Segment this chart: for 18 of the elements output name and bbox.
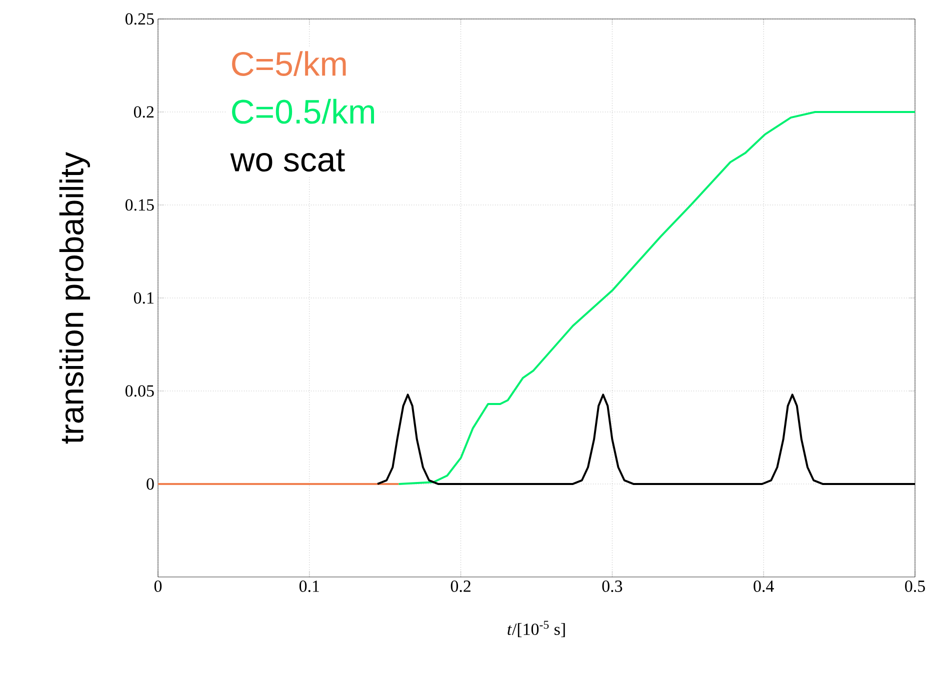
x-tick-label: 0.1 bbox=[299, 580, 319, 592]
y-tick-label: 0.25 bbox=[125, 13, 154, 25]
x-tick-label: 0.5 bbox=[905, 580, 925, 592]
y-axis-title: transition probability bbox=[59, 152, 90, 444]
text: C=5/km bbox=[232, 51, 346, 76]
text: C=0.5/km bbox=[232, 98, 374, 124]
x-tick-label: 0.3 bbox=[602, 580, 622, 592]
y-tick-label: 0.05 bbox=[125, 385, 154, 397]
x-tick-label: 0.4 bbox=[754, 580, 774, 592]
text: wo scat bbox=[230, 149, 345, 172]
y-tick-label: 0.2 bbox=[134, 106, 154, 118]
y-tick-label: 0 bbox=[146, 478, 154, 490]
y-tick-label: 0.15 bbox=[125, 199, 154, 211]
x-tick-label: 0 bbox=[154, 580, 162, 592]
x-axis-title: t/[10$^{-5}$ s] bbox=[508, 620, 565, 638]
line-series bbox=[398, 110, 916, 485]
x-tick-label: 0.2 bbox=[450, 580, 470, 592]
y-tick-label: 0.1 bbox=[134, 292, 154, 304]
